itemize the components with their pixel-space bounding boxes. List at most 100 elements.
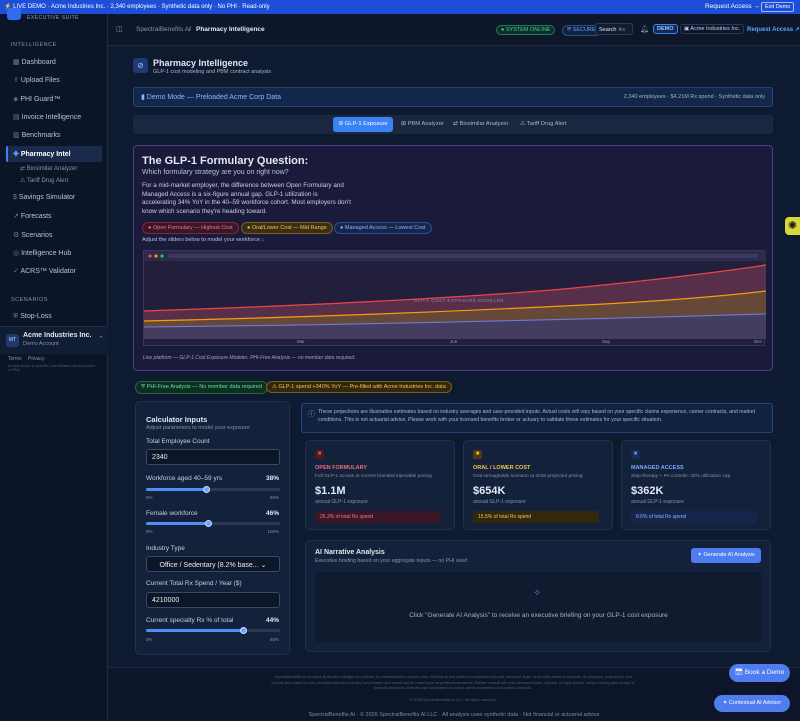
- scenario-card: ■ ORAL / LOWER COST Oral semaglutide sce…: [463, 440, 613, 530]
- nav-label: Scenarios: [21, 232, 53, 239]
- nav-label: Tariff Drug Alert: [26, 178, 69, 184]
- calculator-card: Calculator Inputs Adjust parameters to m…: [135, 401, 290, 655]
- nav-label: ACRS™ Validator: [20, 268, 76, 275]
- preview-month: Sep: [602, 339, 611, 344]
- account-name: Acme Industries Inc.: [23, 332, 92, 339]
- footer: SpectralBenefits AI provides illustrativ…: [108, 667, 800, 721]
- oral-line: [144, 290, 766, 322]
- account-box[interactable]: MT Acme Industries Inc. Demo Account ⌃: [0, 326, 108, 354]
- footer-disclaimer: SpectralBenefits AI provides illustrativ…: [271, 675, 635, 690]
- nav-item[interactable]: ⛨ Stop-Loss: [13, 313, 52, 320]
- nav-item[interactable]: ◎ Intelligence Hub: [13, 250, 72, 257]
- slider-track[interactable]: [146, 627, 280, 634]
- nav-item[interactable]: $ Savings Simulator: [13, 194, 76, 201]
- sidebar-toggle[interactable]: ◫: [116, 26, 123, 33]
- nav-item[interactable]: ✚ Pharmacy Intel: [13, 151, 71, 158]
- ai-card: AI Narrative Analysis Executive briefing…: [305, 540, 771, 652]
- demo-mode-label: ▮ Demo Mode — Preloaded Acme Corp Data: [141, 94, 282, 101]
- field-label: Workforce aged 40–59 yrs: [146, 475, 223, 482]
- slider-track[interactable]: [146, 486, 280, 493]
- avatar: MT: [6, 334, 19, 347]
- tab-label: PBM Analyzer: [407, 121, 444, 127]
- employee-input[interactable]: 2340: [146, 449, 280, 465]
- slider-value: 38%: [265, 475, 279, 482]
- footer-line: SpectralBenefits AI · © 2026 SpectralBen…: [308, 712, 600, 718]
- nav-item[interactable]: ⚙ Scenarios: [13, 232, 53, 239]
- tab-bar: ⊘ GLP-1 Exposure ⊞ PBM Analyzer ⇄ Biosim…: [133, 115, 773, 134]
- managed-area: [144, 314, 766, 339]
- company-text: Acme Industries Inc.: [690, 26, 741, 32]
- nav-item[interactable]: ⇪ Upload Files: [13, 77, 60, 84]
- nav-item[interactable]: ◈ PHI Guard™: [13, 96, 61, 103]
- tab[interactable]: ⊞ PBM Analyzer: [401, 121, 444, 127]
- slider-value: 46%: [265, 510, 279, 517]
- status-text: SYSTEM ONLINE: [505, 27, 551, 33]
- badge-text: GLP-1 spend +340% YoY — Pre-filled with …: [278, 384, 446, 390]
- tab[interactable]: ⇄ Biosimilar Analyzer: [453, 121, 509, 127]
- exit-demo[interactable]: Exit Demo: [761, 2, 795, 12]
- crumb-root[interactable]: SpectralBenefits AI: [136, 26, 191, 33]
- slider-knob[interactable]: [240, 627, 247, 634]
- slider-knob[interactable]: [203, 486, 210, 493]
- company-chip[interactable]: ▣ Acme Industries Inc.: [680, 24, 745, 34]
- ai-advisor[interactable]: ✦ Contextual AI Advisor: [714, 695, 790, 712]
- preview-month: Jun: [450, 339, 458, 344]
- slider-track[interactable]: [146, 520, 280, 527]
- nav-item[interactable]: ↗ Forecasts: [13, 213, 52, 220]
- pill-text: Managed Access — Lowest Cost: [344, 225, 426, 231]
- scenario-amount: $362K: [631, 485, 664, 497]
- scenario-icon: ■: [473, 450, 482, 459]
- nav-item[interactable]: ✓ ACRS™ Validator: [13, 268, 76, 275]
- privacy[interactable]: Privacy: [28, 356, 45, 362]
- preview-graphic: [144, 251, 766, 339]
- hero-question: Which formulary strategy are you on righ…: [142, 169, 289, 176]
- pill-open: ● Open Formulary — Highest Cost: [142, 222, 239, 234]
- scenario-card: ■ OPEN FORMULARY Full GLP-1 access at cu…: [305, 440, 455, 530]
- tab-active[interactable]: ⊘ GLP-1 Exposure: [333, 117, 393, 132]
- section-label: INTELLIGENCE: [11, 42, 57, 48]
- nav-label: Pharmacy Intel: [20, 151, 71, 158]
- notice: ⓘ These projections are illustrative est…: [301, 403, 773, 433]
- industry-select[interactable]: Office / Sedentary (8.2% base... ⌄: [146, 556, 280, 572]
- slider-knob[interactable]: [205, 520, 212, 527]
- nav-label: Upload Files: [20, 77, 60, 84]
- scenario-label: OPEN FORMULARY: [315, 465, 368, 471]
- generate-button[interactable]: ✦ Generate AI Analysis: [691, 548, 761, 563]
- nav-label: PHI Guard™: [20, 96, 61, 103]
- scenario-share: 15.5% of total Rx spend: [473, 511, 599, 523]
- search-key: ⌘K: [617, 27, 626, 32]
- address-bar: [168, 254, 758, 258]
- nav-label: Stop-Loss: [20, 313, 52, 320]
- scenario-unit: annual GLP-1 exposure: [473, 499, 526, 505]
- bell[interactable]: 🔔︎: [640, 26, 649, 33]
- banner-request[interactable]: Request Access →: [705, 3, 760, 10]
- nav-active[interactable]: [6, 146, 102, 162]
- notice-text: These projections are illustrative estim…: [318, 409, 756, 423]
- terms[interactable]: Terms: [8, 356, 22, 362]
- request-access[interactable]: Request Access ↗: [747, 27, 800, 33]
- footer-rights: © 2026 SpectralBenefits AI LLC. All righ…: [409, 698, 497, 702]
- button-text: Contextual AI Advisor: [728, 700, 782, 706]
- scenario-amount: $654K: [473, 485, 506, 497]
- scenario-card: ■ MANAGED ACCESS Step therapy + PA contr…: [621, 440, 771, 530]
- nav-item[interactable]: ▦ Dashboard: [13, 59, 56, 66]
- preview-month: Mar: [297, 339, 305, 344]
- nav-subitem[interactable]: ⚠ Tariff Drug Alert: [20, 178, 69, 184]
- badge-text: PHI-Free Analysis — No member data requi…: [146, 384, 262, 390]
- scenario-desc: Step therapy + PA controls: 40% utilizat…: [631, 474, 731, 479]
- tab[interactable]: ⚠ Tariff Drug Alert: [520, 121, 567, 127]
- spend-input[interactable]: 4210000: [146, 592, 280, 608]
- hero-title: The GLP-1 Formulary Question:: [142, 155, 309, 167]
- search-box[interactable]: Search ⌘K: [595, 23, 633, 35]
- side-widget[interactable]: ✺: [785, 217, 800, 235]
- pill-oral: ● Oral/Lower Cost — Mid Range: [241, 222, 333, 234]
- sidebar: EXECUTIVE SUITE INTELLIGENCE ▦ Dashboard…: [0, 8, 108, 721]
- demo-badge: DEMO: [653, 24, 678, 34]
- nav-item[interactable]: ▤ Invoice Intelligence: [13, 114, 82, 121]
- demo-mode-text: Demo Mode — Preloaded Acme Corp Data: [146, 94, 282, 101]
- scenario-share: 8.6% of total Rx spend: [631, 511, 757, 523]
- book-demo[interactable]: 📅︎ Book a Demo: [729, 664, 790, 682]
- nav-subitem[interactable]: ⇄ Biosimilar Analyzer: [20, 166, 78, 172]
- nav-item[interactable]: ▥ Benchmarks: [13, 132, 61, 139]
